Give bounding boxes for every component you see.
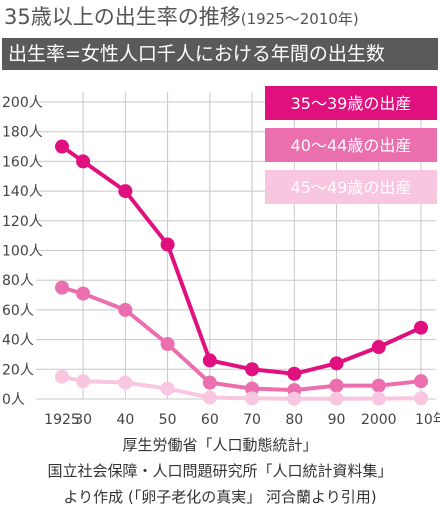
- birth-rate-line-chart: 0人 20人 40人 60人 80人 100人 120人 140人 160人 180人 200人 1…: [2, 86, 440, 428]
- data-point: [118, 302, 133, 317]
- data-point: [414, 374, 428, 389]
- legend-label: 35〜39歳の出産: [291, 94, 412, 113]
- data-point: [202, 375, 217, 390]
- data-point: [160, 381, 175, 396]
- chart-subtitle-banner: 出生率=女性人口千人における年間の出生数: [2, 38, 438, 70]
- data-point: [245, 381, 260, 396]
- x-tick-label: 1925: [44, 412, 80, 428]
- legend-swatch: [265, 128, 437, 162]
- data-point: [118, 184, 133, 199]
- data-point: [245, 391, 260, 406]
- source-line-3: より作成 (「卵子老化の真実」 河合蘭より引用): [63, 488, 377, 506]
- y-tick-label: 160人: [2, 154, 43, 170]
- x-tick-label: 2000: [361, 412, 397, 428]
- x-tick-label: 10年: [415, 412, 440, 428]
- series-1: [55, 139, 428, 381]
- data-point: [245, 362, 260, 377]
- source-note: 厚生労働省「人口動態統計」 国立社会保障・人口問題研究所「人口統計資料集」 より…: [0, 432, 440, 510]
- y-tick-label: 200人: [2, 95, 43, 111]
- y-tick-label: 0人: [2, 392, 25, 408]
- data-point: [55, 139, 69, 154]
- data-point: [287, 391, 302, 406]
- x-tick-label: 30: [74, 412, 92, 428]
- x-tick-label: 80: [285, 412, 303, 428]
- series-line: [61, 374, 422, 401]
- x-tick-label: 60: [201, 412, 219, 428]
- chart-title: 35歳以上の出生率の推移(1925〜2010年): [4, 2, 438, 32]
- legend-swatch: [265, 86, 437, 120]
- chart-legend: 35〜39歳の出産 40〜44歳の出産 45〜49歳の出産: [265, 86, 437, 204]
- data-point: [329, 356, 344, 371]
- y-tick-label: 80人: [2, 273, 34, 289]
- y-tick-label: 180人: [2, 125, 43, 141]
- data-point: [118, 375, 133, 390]
- y-tick-label: 100人: [2, 244, 43, 260]
- data-point: [160, 237, 175, 252]
- data-point: [414, 391, 428, 406]
- data-point: [371, 340, 386, 355]
- data-point: [202, 353, 217, 368]
- y-tick-label: 20人: [2, 362, 34, 378]
- source-line-2: 国立社会保障・人口問題研究所「人口統計資料集」: [47, 462, 393, 480]
- series-line: [60, 144, 422, 376]
- y-tick-label: 140人: [2, 184, 43, 200]
- data-point: [55, 280, 69, 295]
- legend-swatch: [265, 170, 437, 204]
- x-tick-label: 40: [116, 412, 134, 428]
- chart-title-main: 35歳以上の出生率の推移: [4, 5, 241, 29]
- series-3: [55, 369, 428, 406]
- series-line: [61, 285, 422, 393]
- legend-label: 40〜44歳の出産: [291, 136, 412, 155]
- data-point: [329, 391, 344, 406]
- chart-series: [55, 139, 428, 406]
- y-tick-label: 120人: [2, 214, 43, 230]
- data-point: [76, 286, 91, 301]
- x-tick-label: 90: [328, 412, 346, 428]
- data-point: [160, 337, 175, 352]
- legend-label: 45〜49歳の出産: [291, 178, 412, 197]
- y-tick-label: 40人: [2, 333, 34, 349]
- data-point: [287, 366, 302, 381]
- series-2: [55, 280, 428, 398]
- data-point: [76, 154, 91, 169]
- data-point: [414, 320, 428, 335]
- data-point: [371, 378, 386, 393]
- x-tick-label: 50: [159, 412, 177, 428]
- y-axis-ticks: 0人 20人 40人 60人 80人 100人 120人 140人 160人 180人 200人: [2, 95, 43, 408]
- chart-title-range: (1925〜2010年): [240, 10, 359, 28]
- source-line-1: 厚生労働省「人口動態統計」: [122, 436, 318, 454]
- data-point: [76, 374, 91, 389]
- data-point: [329, 378, 344, 393]
- data-point: [371, 391, 386, 406]
- x-tick-label: 70: [243, 412, 261, 428]
- data-point: [55, 369, 69, 384]
- data-point: [202, 390, 217, 405]
- y-tick-label: 60人: [2, 303, 34, 319]
